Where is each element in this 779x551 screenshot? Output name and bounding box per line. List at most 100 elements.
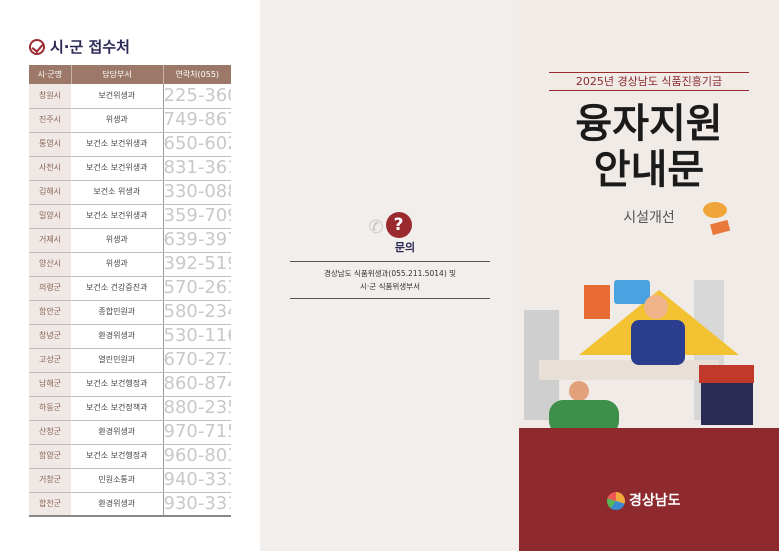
section-title: 시·군 접수처 — [29, 36, 130, 58]
person-body — [631, 320, 685, 365]
cell-dept: 보건위생과 — [71, 84, 164, 109]
cell-phone: 880-2354 — [163, 396, 231, 421]
cell-city: 함양군 — [29, 444, 71, 469]
cell-dept: 환경위생과 — [71, 420, 164, 445]
shop — [701, 383, 753, 425]
cover-category: 시설개선 — [623, 210, 675, 226]
contact-table: 시·군명 담당부서 연락처(055) 창원시보건위생과225-3604진주시위생… — [29, 65, 231, 517]
inquiry-label: 문의 — [394, 241, 416, 254]
cell-phone: 831-3617 — [163, 156, 231, 181]
cover-text: 2025년 경상남도 식품진흥기금 융자지원 안내문 시설개선 — [519, 72, 779, 227]
cell-phone: 930-3316 — [163, 492, 231, 517]
cell-dept: 민원소통과 — [71, 468, 164, 493]
chat-bubble — [614, 280, 650, 304]
cell-dept: 위생과 — [71, 228, 164, 253]
cell-dept: 보건소 보건정책과 — [71, 396, 164, 421]
cell-phone: 749-8677 — [163, 108, 231, 133]
cell-dept: 환경위생과 — [71, 324, 164, 349]
cell-phone: 530-1163 — [163, 324, 231, 349]
cell-city: 김해시 — [29, 180, 71, 205]
cell-city: 산청군 — [29, 420, 71, 445]
cell-dept: 보건소 보건위생과 — [71, 156, 164, 181]
cover-panel: 2025년 경상남도 식품진흥기금 융자지원 안내문 시설개선 경상남도 — [519, 0, 779, 551]
cell-city: 진주시 — [29, 108, 71, 133]
col-header: 시·군명 — [29, 65, 72, 84]
cell-phone: 359-7091 — [163, 204, 231, 229]
cell-city: 통영시 — [29, 132, 71, 157]
inquiry-section: ✆ ? 문의 경상남도 식품위생과(055.211.5014) 및 시·군 식품… — [290, 208, 490, 299]
cover-footer — [519, 428, 779, 551]
cell-city: 창녕군 — [29, 324, 71, 349]
inquiry-line2: 시·군 식품위생부서 — [360, 282, 420, 291]
cell-dept: 환경위생과 — [71, 492, 164, 517]
cell-phone: 940-3332 — [163, 468, 231, 493]
coin-icon — [703, 202, 727, 218]
cell-city: 창원시 — [29, 84, 71, 109]
cover-subtitle: 2025년 경상남도 식품진흥기금 — [549, 72, 749, 91]
cell-dept: 위생과 — [71, 252, 164, 277]
cover-title-line2: 안내문 — [593, 147, 705, 193]
cell-city: 거제시 — [29, 228, 71, 253]
question-bubble-icon: ? — [385, 212, 412, 238]
money-icon — [710, 219, 731, 236]
awning — [699, 365, 754, 383]
cell-city: 함안군 — [29, 300, 71, 325]
cell-city: 하동군 — [29, 396, 71, 421]
illustration — [524, 280, 754, 435]
middle-panel — [260, 0, 519, 551]
coin-money-icons — [703, 202, 731, 236]
cell-phone: 392-5194 — [163, 252, 231, 277]
cell-phone: 860-8742 — [163, 372, 231, 397]
inquiry-icons: ✆ ? — [368, 208, 412, 238]
cell-dept: 보건소 위생과 — [71, 180, 164, 205]
section-title-text: 시·군 접수처 — [50, 38, 130, 56]
cell-phone: 970-7153 — [163, 420, 231, 445]
cell-city: 고성군 — [29, 348, 71, 373]
cell-phone: 639-3974 — [163, 228, 231, 253]
cell-dept: 보건소 보건위생과 — [71, 132, 164, 157]
cell-city: 거창군 — [29, 468, 71, 493]
customer-head — [569, 381, 589, 401]
cell-city: 밀양시 — [29, 204, 71, 229]
cover-title-line1: 융자지원 — [575, 101, 723, 147]
cell-phone: 330-0883 — [163, 180, 231, 205]
check-circle-icon — [29, 39, 45, 55]
card — [584, 285, 610, 319]
inquiry-line1: 경상남도 식품위생과(055.211.5014) 및 — [323, 269, 457, 278]
cell-city: 양산시 — [29, 252, 71, 277]
cell-dept: 보건소 건강증진과 — [71, 276, 164, 301]
logo-mark-icon — [607, 492, 625, 510]
cell-phone: 570-2632 — [163, 276, 231, 301]
phone-icon: ✆ — [368, 217, 384, 238]
cell-phone: 650-6023 — [163, 132, 231, 157]
col-header: 연락처(055) — [163, 65, 231, 84]
cell-phone: 960-8036 — [163, 444, 231, 469]
customer-body — [549, 400, 619, 435]
cell-phone: 225-3604 — [163, 84, 231, 109]
inquiry-contact: 경상남도 식품위생과(055.211.5014) 및 시·군 식품위생부서 — [290, 261, 490, 299]
cell-dept: 위생과 — [71, 108, 164, 133]
cell-dept: 열린민원과 — [71, 348, 164, 373]
cell-city: 사천시 — [29, 156, 71, 181]
counter — [539, 360, 719, 380]
cell-phone: 670-2732 — [163, 348, 231, 373]
cell-dept: 종합민원과 — [71, 300, 164, 325]
left-panel: 시·군 접수처 시·군명 담당부서 연락처(055) 창원시 보건위생과 225-3… — [0, 0, 260, 551]
cell-dept: 보건소 보건위생과 — [71, 204, 164, 229]
